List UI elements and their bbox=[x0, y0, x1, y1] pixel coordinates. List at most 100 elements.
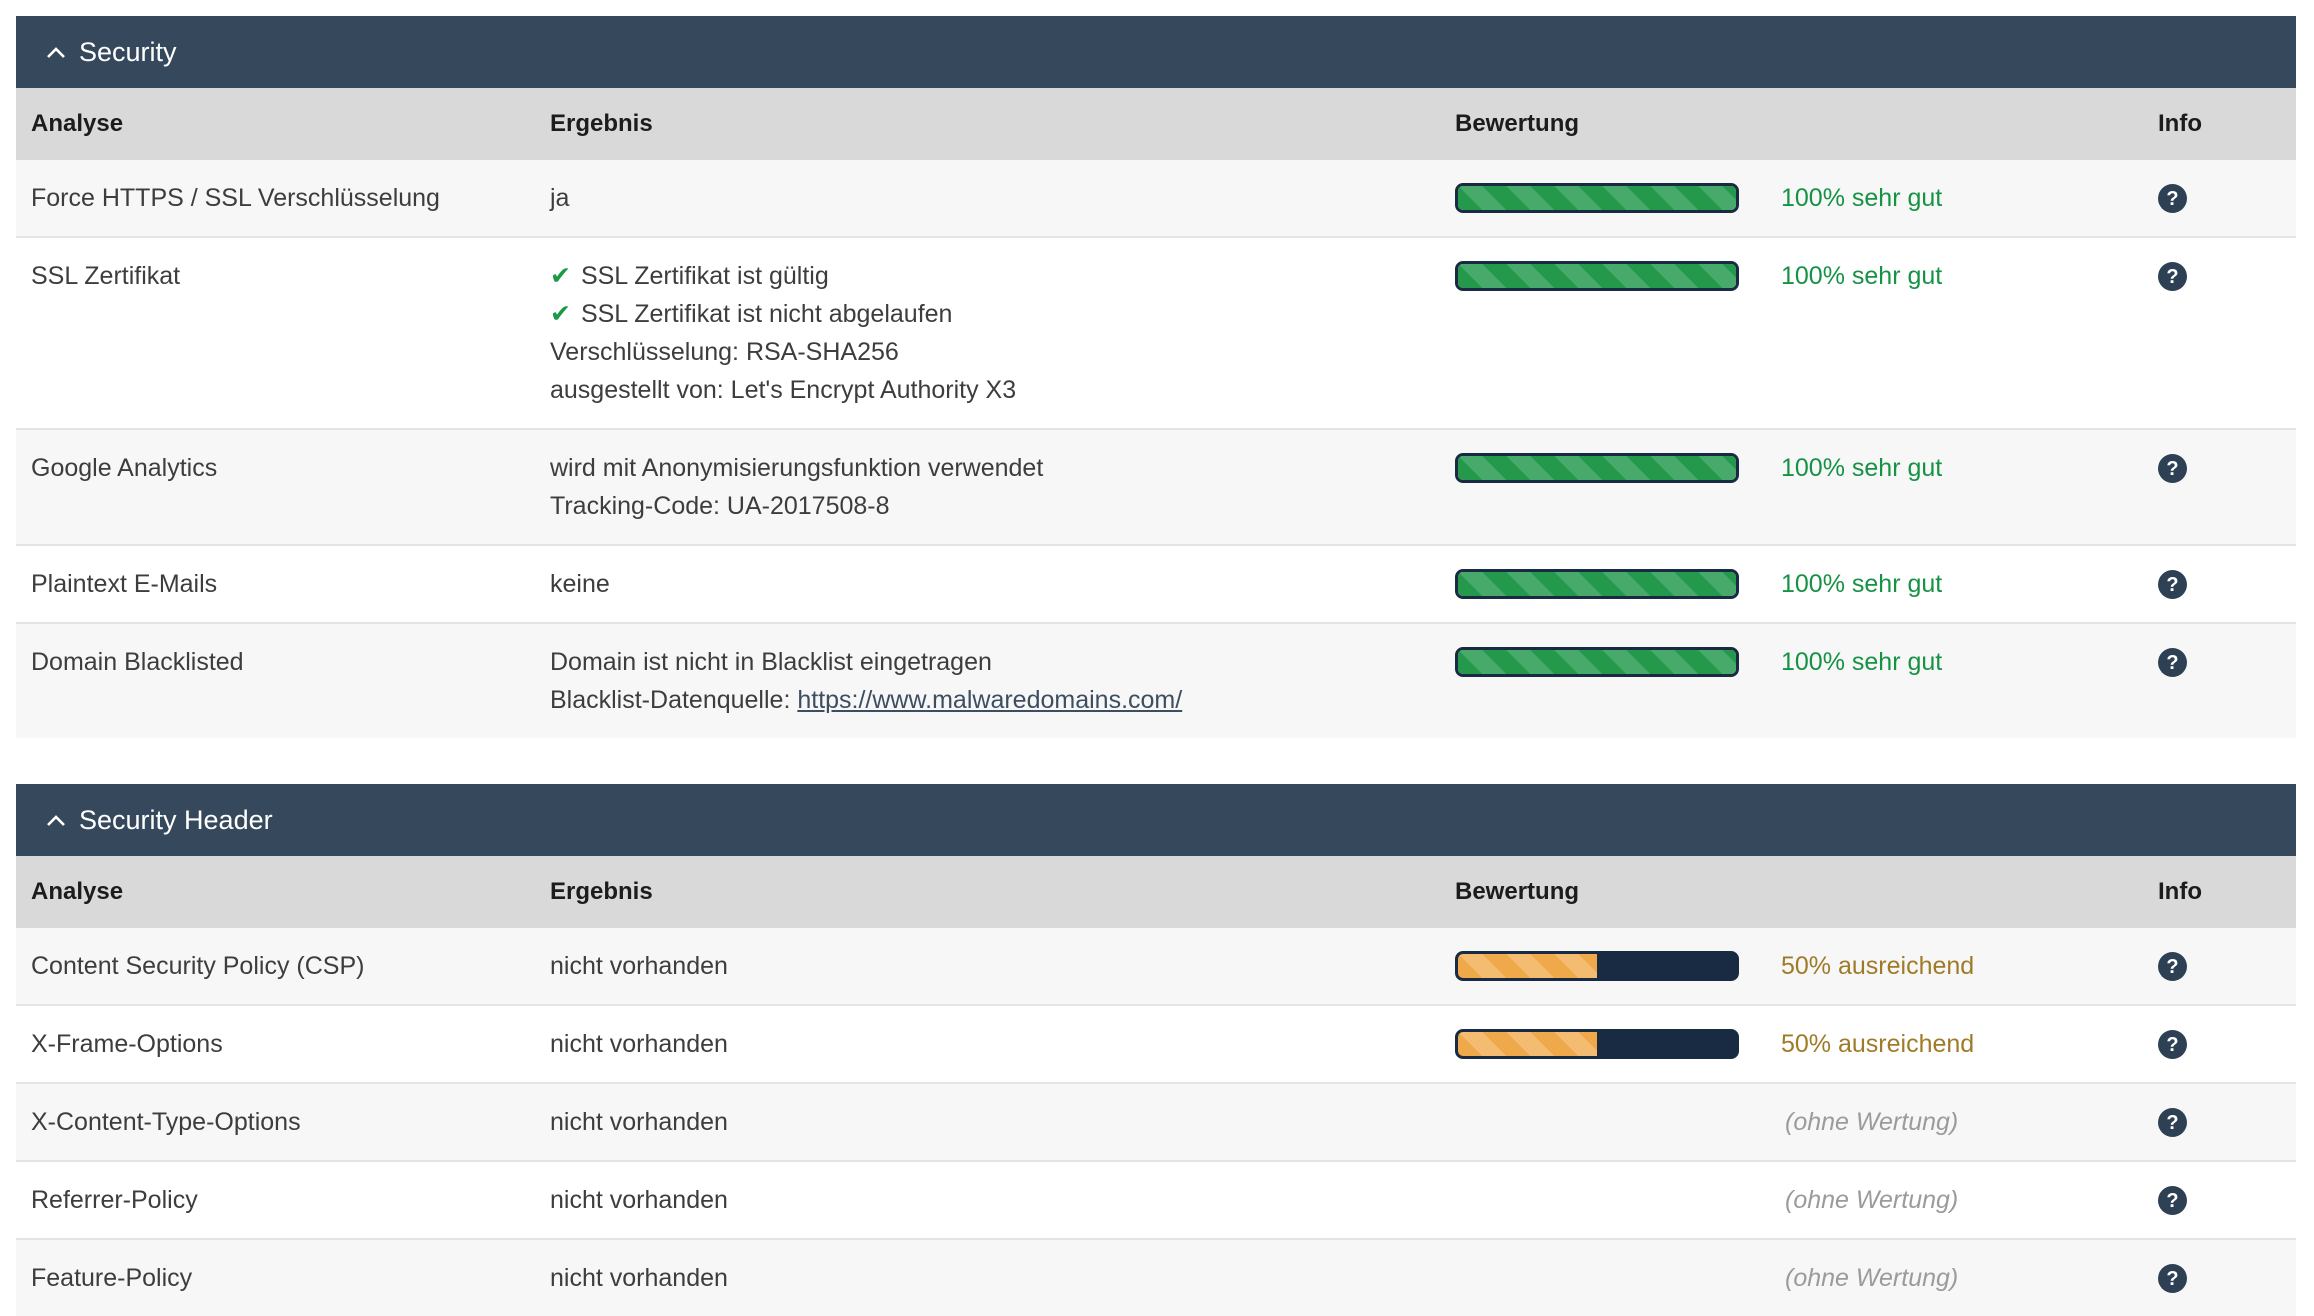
info-cell: ? bbox=[2158, 1025, 2296, 1059]
chevron-up-icon bbox=[46, 46, 66, 59]
help-icon[interactable]: ? bbox=[2158, 184, 2187, 213]
rating-cell: 100% sehr gut bbox=[1455, 565, 2158, 603]
table-row: X-Frame-Options nicht vorhanden 50% ausr… bbox=[16, 1004, 2296, 1082]
info-cell: ? bbox=[2158, 1259, 2296, 1293]
result-cell: nicht vorhanden bbox=[550, 1025, 1455, 1063]
rating-bar bbox=[1455, 1029, 1739, 1059]
table-row: X-Content-Type-Options nicht vorhanden (… bbox=[16, 1082, 2296, 1160]
help-icon[interactable]: ? bbox=[2158, 454, 2187, 483]
rating-label: (ohne Wertung) bbox=[1785, 1264, 1959, 1292]
column-header-bewertung: Bewertung bbox=[1455, 878, 1580, 905]
section-security-header: Security Header Analyse Ergebnis Bewertu… bbox=[16, 784, 2296, 1316]
table-row: Feature-Policy nicht vorhanden (ohne Wer… bbox=[16, 1238, 2296, 1316]
section-title: Security Header bbox=[79, 804, 273, 835]
result-text: Tracking-Code: UA-2017508-8 bbox=[550, 492, 890, 520]
rating-bar-fill bbox=[1458, 456, 1736, 480]
rating-label: 50% ausreichend bbox=[1781, 1030, 1975, 1058]
result-cell: nicht vorhanden bbox=[550, 1103, 1455, 1141]
result-text: keine bbox=[550, 570, 610, 598]
rating-cell: 50% ausreichend bbox=[1455, 1025, 2158, 1063]
section-header-security-header[interactable]: Security Header bbox=[16, 784, 2296, 856]
rating-label: 100% sehr gut bbox=[1781, 648, 1943, 676]
rating-label: 100% sehr gut bbox=[1781, 262, 1943, 290]
rating-cell: (ohne Wertung) bbox=[1455, 1259, 2158, 1297]
column-header-analyse: Analyse bbox=[31, 878, 124, 905]
section-title: Security bbox=[79, 36, 177, 67]
table-row: Plaintext E-Mails keine 100% sehr gut ? bbox=[16, 544, 2296, 622]
rating-cell: 100% sehr gut bbox=[1455, 449, 2158, 487]
column-header-info: Info bbox=[2158, 878, 2202, 905]
info-cell: ? bbox=[2158, 947, 2296, 981]
result-text: nicht vorhanden bbox=[550, 952, 728, 980]
result-text: Blacklist-Datenquelle: bbox=[550, 686, 798, 714]
rating-cell: (ohne Wertung) bbox=[1455, 1103, 2158, 1141]
rating-cell: (ohne Wertung) bbox=[1455, 1181, 2158, 1219]
help-icon[interactable]: ? bbox=[2158, 570, 2187, 599]
rating-cell: 50% ausreichend bbox=[1455, 947, 2158, 985]
analysis-name: Domain Blacklisted bbox=[31, 648, 244, 676]
help-icon[interactable]: ? bbox=[2158, 1030, 2187, 1059]
result-text: wird mit Anonymisierungsfunktion verwend… bbox=[550, 454, 1044, 482]
result-text: ja bbox=[550, 184, 570, 212]
help-icon[interactable]: ? bbox=[2158, 262, 2187, 291]
check-icon: ✔ bbox=[550, 300, 571, 328]
column-header-row: Analyse Ergebnis Bewertung Info bbox=[16, 88, 2296, 160]
help-icon[interactable]: ? bbox=[2158, 1108, 2187, 1137]
table-row: Google Analytics wird mit Anonymisierung… bbox=[16, 428, 2296, 544]
info-cell: ? bbox=[2158, 257, 2296, 291]
result-cell: Domain ist nicht in Blacklist eingetrage… bbox=[550, 643, 1455, 719]
check-icon: ✔ bbox=[550, 262, 571, 290]
help-icon[interactable]: ? bbox=[2158, 1186, 2187, 1215]
column-header-row: Analyse Ergebnis Bewertung Info bbox=[16, 856, 2296, 928]
section-header-security[interactable]: Security bbox=[16, 16, 2296, 88]
table-row: Content Security Policy (CSP) nicht vorh… bbox=[16, 928, 2296, 1004]
table-row: Domain Blacklisted Domain ist nicht in B… bbox=[16, 622, 2296, 738]
column-header-ergebnis: Ergebnis bbox=[550, 110, 653, 137]
analysis-name: Feature-Policy bbox=[31, 1264, 193, 1292]
result-text: ausgestellt von: Let's Encrypt Authority… bbox=[550, 376, 1017, 404]
result-cell: wird mit Anonymisierungsfunktion verwend… bbox=[550, 449, 1455, 525]
rating-bar-fill bbox=[1458, 186, 1736, 210]
rating-label: 100% sehr gut bbox=[1781, 184, 1943, 212]
result-text: SSL Zertifikat ist gültig bbox=[580, 262, 829, 290]
rating-bar-fill bbox=[1458, 650, 1736, 674]
result-cell: nicht vorhanden bbox=[550, 1259, 1455, 1297]
result-text: Verschlüsselung: RSA-SHA256 bbox=[550, 338, 899, 366]
rating-bar bbox=[1455, 647, 1739, 677]
column-header-info: Info bbox=[2158, 110, 2202, 137]
rating-label: (ohne Wertung) bbox=[1785, 1108, 1959, 1136]
table-row: Force HTTPS / SSL Verschlüsselung ja 100… bbox=[16, 160, 2296, 236]
analysis-name: Force HTTPS / SSL Verschlüsselung bbox=[31, 184, 440, 212]
rating-bar-fill bbox=[1458, 1032, 1597, 1056]
rating-cell: 100% sehr gut bbox=[1455, 257, 2158, 295]
help-icon[interactable]: ? bbox=[2158, 648, 2187, 677]
analysis-name: Plaintext E-Mails bbox=[31, 570, 218, 598]
rating-label: (ohne Wertung) bbox=[1785, 1186, 1959, 1214]
result-text: nicht vorhanden bbox=[550, 1108, 728, 1136]
analysis-name: X-Content-Type-Options bbox=[31, 1108, 301, 1136]
help-icon[interactable]: ? bbox=[2158, 952, 2187, 981]
chevron-up-icon bbox=[46, 814, 66, 827]
blacklist-source-link[interactable]: https://www.malwaredomains.com/ bbox=[797, 686, 1183, 714]
rating-bar bbox=[1455, 453, 1739, 483]
analysis-name: Google Analytics bbox=[31, 454, 218, 482]
analysis-name: Content Security Policy (CSP) bbox=[31, 952, 365, 980]
help-icon[interactable]: ? bbox=[2158, 1264, 2187, 1293]
rating-cell: 100% sehr gut bbox=[1455, 179, 2158, 217]
rating-cell: 100% sehr gut bbox=[1455, 643, 2158, 681]
rating-bar-fill bbox=[1458, 954, 1597, 978]
result-cell: ✔ SSL Zertifikat ist gültig ✔ SSL Zertifik… bbox=[550, 257, 1455, 409]
rating-label: 50% ausreichend bbox=[1781, 952, 1975, 980]
info-cell: ? bbox=[2158, 1103, 2296, 1137]
analysis-name: Referrer-Policy bbox=[31, 1186, 198, 1214]
result-text: Domain ist nicht in Blacklist eingetrage… bbox=[550, 648, 992, 676]
info-cell: ? bbox=[2158, 449, 2296, 483]
rating-label: 100% sehr gut bbox=[1781, 454, 1943, 482]
rating-bar bbox=[1455, 951, 1739, 981]
analysis-name: SSL Zertifikat bbox=[31, 262, 181, 290]
info-cell: ? bbox=[2158, 1181, 2296, 1215]
column-header-ergebnis: Ergebnis bbox=[550, 878, 653, 905]
info-cell: ? bbox=[2158, 565, 2296, 599]
result-cell: keine bbox=[550, 565, 1455, 603]
